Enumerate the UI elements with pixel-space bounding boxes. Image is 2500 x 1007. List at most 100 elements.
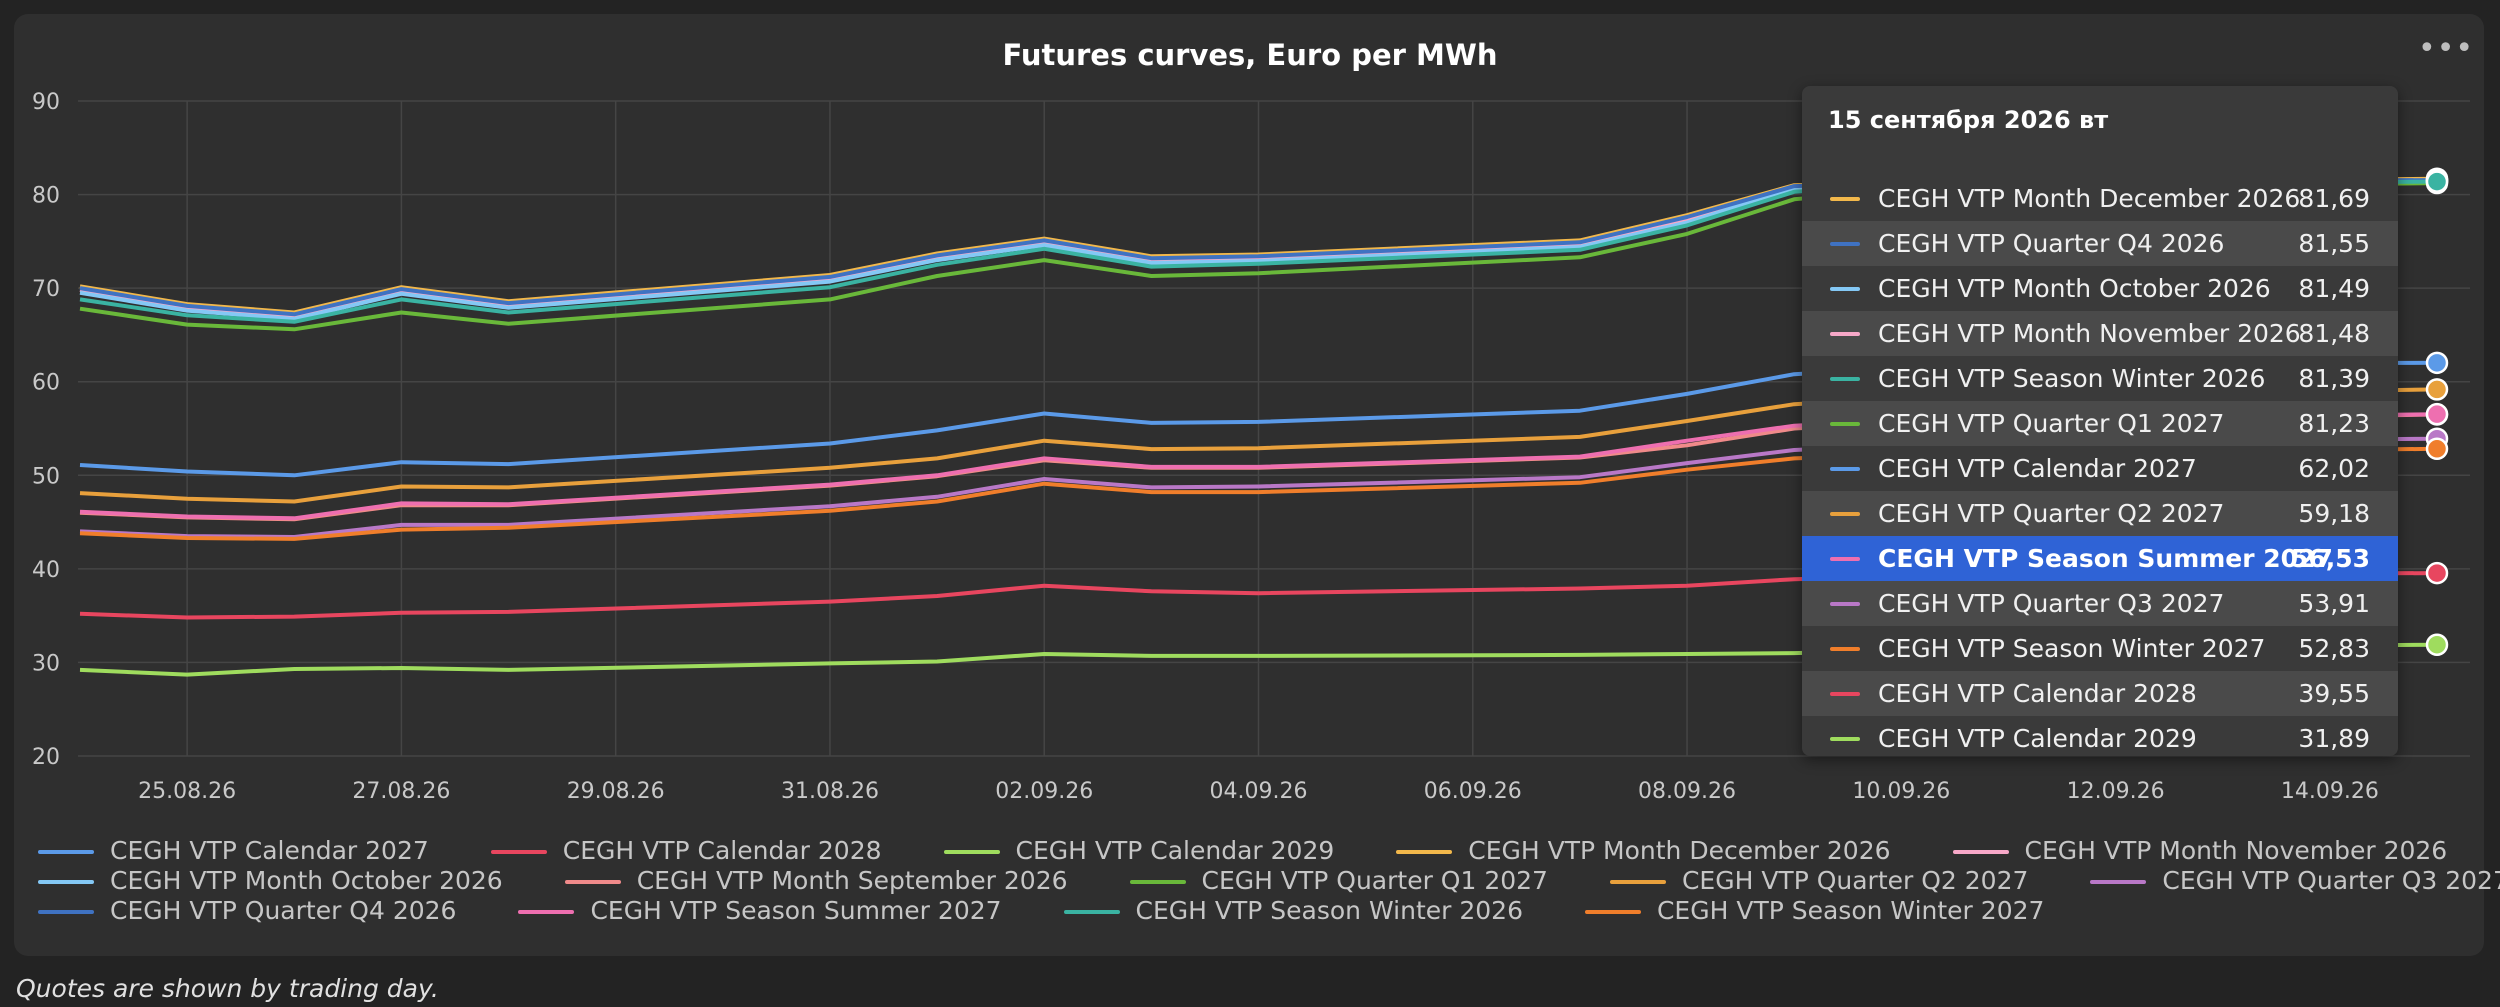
legend-swatch — [490, 850, 547, 854]
tooltip-series-value: 81,39 — [2298, 364, 2370, 393]
tooltip-series-value: 31,89 — [2298, 724, 2370, 753]
legend-label: CEGH VTP Quarter Q1 2027 — [1201, 866, 1548, 895]
legend-swatch — [1063, 910, 1120, 914]
tooltip-swatch — [1830, 557, 1860, 561]
tooltip-row: CEGH VTP Month October 2026 81,49 — [1802, 266, 2398, 311]
tooltip-swatch — [1830, 512, 1860, 516]
x-tick-label: 10.09.26 — [1852, 779, 1950, 804]
series-marker-0 — [2425, 351, 2449, 375]
legend-label: CEGH VTP Calendar 2027 — [110, 836, 429, 865]
y-tick-label: 70 — [32, 277, 60, 302]
tooltip-series-name: CEGH VTP Season Summer 2027 — [1878, 544, 2333, 573]
tooltip-swatch — [1830, 467, 1860, 471]
x-tick-label: 29.08.26 — [567, 779, 665, 804]
tooltip-series-name: CEGH VTP Calendar 2027 — [1878, 454, 2197, 483]
legend-swatch — [564, 880, 621, 884]
tooltip-series-name: CEGH VTP Month November 2026 — [1878, 319, 2301, 348]
tooltip-series-name: CEGH VTP Quarter Q2 2027 — [1878, 499, 2225, 528]
x-tick-label: 25.08.26 — [138, 779, 236, 804]
series-marker-12 — [2425, 170, 2449, 193]
x-tick-label: 02.09.26 — [995, 779, 1093, 804]
series-marker-2 — [2425, 633, 2449, 656]
series-marker-11 — [2425, 402, 2449, 426]
x-tick-label: 14.09.26 — [2281, 779, 2379, 804]
legend-swatch — [1952, 850, 2009, 854]
legend-label: CEGH VTP Quarter Q3 2027 — [2162, 866, 2500, 895]
tooltip-swatch — [1830, 602, 1860, 606]
tooltip-series-value: 62,02 — [2298, 454, 2370, 483]
tooltip-series-name: CEGH VTP Calendar 2028 — [1878, 679, 2197, 708]
tooltip-swatch — [1830, 287, 1860, 291]
x-tick-label: 08.09.26 — [1638, 779, 1736, 804]
chart-title: Futures curves, Euro per MWh — [1002, 38, 1498, 72]
tooltip-series-value: 81,69 — [2298, 184, 2370, 213]
x-tick-label: 06.09.26 — [1424, 779, 1522, 804]
y-tick-label: 60 — [32, 371, 60, 396]
tooltip-swatch — [1830, 197, 1860, 201]
legend-swatch — [518, 910, 575, 914]
legend-label: CEGH VTP Calendar 2029 — [1015, 836, 1335, 865]
tooltip-series-value: 81,49 — [2298, 274, 2370, 303]
footnote: Quotes are shown by trading day. — [16, 974, 439, 1003]
legend-swatch — [1609, 880, 1666, 884]
x-tick-label: 12.09.26 — [2067, 779, 2165, 804]
chart-tooltip: 15 сентября 2026 вт CEGH VTP Month Decem… — [1802, 86, 2398, 756]
y-tick-label: 40 — [32, 558, 60, 583]
tooltip-swatch — [1830, 242, 1860, 246]
tooltip-series-name: CEGH VTP Quarter Q3 2027 — [1878, 589, 2225, 618]
tooltip-swatch — [1830, 647, 1860, 651]
tooltip-series-value: 52,83 — [2298, 634, 2370, 663]
legend-swatch — [38, 850, 94, 854]
legend-label: CEGH VTP Month October 2026 — [110, 866, 503, 895]
legend-label: CEGH VTP Calendar 2028 — [562, 836, 882, 865]
y-tick-label: 20 — [32, 745, 60, 770]
tooltip-series-name: CEGH VTP Month October 2026 — [1878, 274, 2271, 303]
tooltip-swatch — [1830, 737, 1860, 741]
tooltip-series-value: 81,23 — [2298, 409, 2370, 438]
x-tick-label: 27.08.26 — [352, 779, 450, 804]
y-tick-label: 90 — [32, 90, 60, 115]
tooltip-series-value: 53,91 — [2298, 589, 2370, 618]
tooltip-row: CEGH VTP Season Summer 2027 56,53 — [1802, 536, 2398, 581]
legend-swatch — [1129, 880, 1186, 884]
legend-label: CEGH VTP Season Winter 2026 — [1135, 896, 1523, 925]
legend-swatch — [38, 910, 94, 914]
legend-label: CEGH VTP Season Summer 2027 — [590, 896, 1002, 925]
tooltip-row: CEGH VTP Month November 2026 81,48 — [1802, 311, 2398, 356]
y-tick-label: 30 — [32, 651, 60, 676]
legend-label: CEGH VTP Season Winter 2027 — [1656, 896, 2045, 925]
tooltip-swatch — [1830, 332, 1860, 336]
tooltip-series-name: CEGH VTP Quarter Q1 2027 — [1878, 409, 2225, 438]
legend-label: CEGH VTP Quarter Q2 2027 — [1681, 866, 2029, 895]
legend-label: CEGH VTP Month November 2026 — [2024, 836, 2448, 865]
x-tick-label: 04.09.26 — [1210, 779, 1308, 804]
series-marker-13 — [2425, 437, 2449, 461]
tooltip-series-name: CEGH VTP Season Winter 2027 — [1878, 634, 2266, 663]
tooltip-swatch — [1830, 692, 1860, 696]
series-marker-8 — [2425, 378, 2449, 401]
tooltip-series-name: CEGH VTP Quarter Q4 2026 — [1878, 229, 2225, 258]
tooltip-series-name: CEGH VTP Calendar 2029 — [1878, 724, 2197, 753]
x-tick-label: 31.08.26 — [781, 779, 879, 804]
tooltip-series-name: CEGH VTP Season Winter 2026 — [1878, 364, 2266, 393]
tooltip-row: CEGH VTP Calendar 2029 31,89 — [1802, 716, 2398, 761]
tooltip-series-value: 81,55 — [2298, 229, 2370, 258]
legend-swatch — [1396, 850, 1453, 854]
tooltip-row: CEGH VTP Season Winter 2026 81,39 — [1802, 356, 2398, 401]
series-marker-1 — [2425, 561, 2449, 585]
tooltip-series-value: 39,55 — [2298, 679, 2370, 708]
tooltip-row: CEGH VTP Calendar 2028 39,55 — [1802, 671, 2398, 716]
tooltip-swatch — [1830, 377, 1860, 381]
tooltip-series-value: 81,48 — [2298, 319, 2370, 348]
tooltip-row: CEGH VTP Calendar 2027 62,02 — [1802, 446, 2398, 491]
legend-label: CEGH VTP Quarter Q4 2026 — [110, 896, 457, 925]
tooltip-series-name: CEGH VTP Month December 2026 — [1878, 184, 2301, 213]
legend-swatch — [943, 850, 1000, 854]
tooltip-row: CEGH VTP Quarter Q4 2026 81,55 — [1802, 221, 2398, 266]
tooltip-date: 15 сентября 2026 вт — [1828, 106, 2109, 134]
tooltip-series-value: 59,18 — [2298, 499, 2370, 528]
tooltip-row: CEGH VTP Quarter Q2 2027 59,18 — [1802, 491, 2398, 536]
legend-swatch — [38, 880, 94, 884]
y-tick-label: 50 — [32, 464, 60, 489]
legend-label: CEGH VTP Month September 2026 — [636, 866, 1068, 895]
